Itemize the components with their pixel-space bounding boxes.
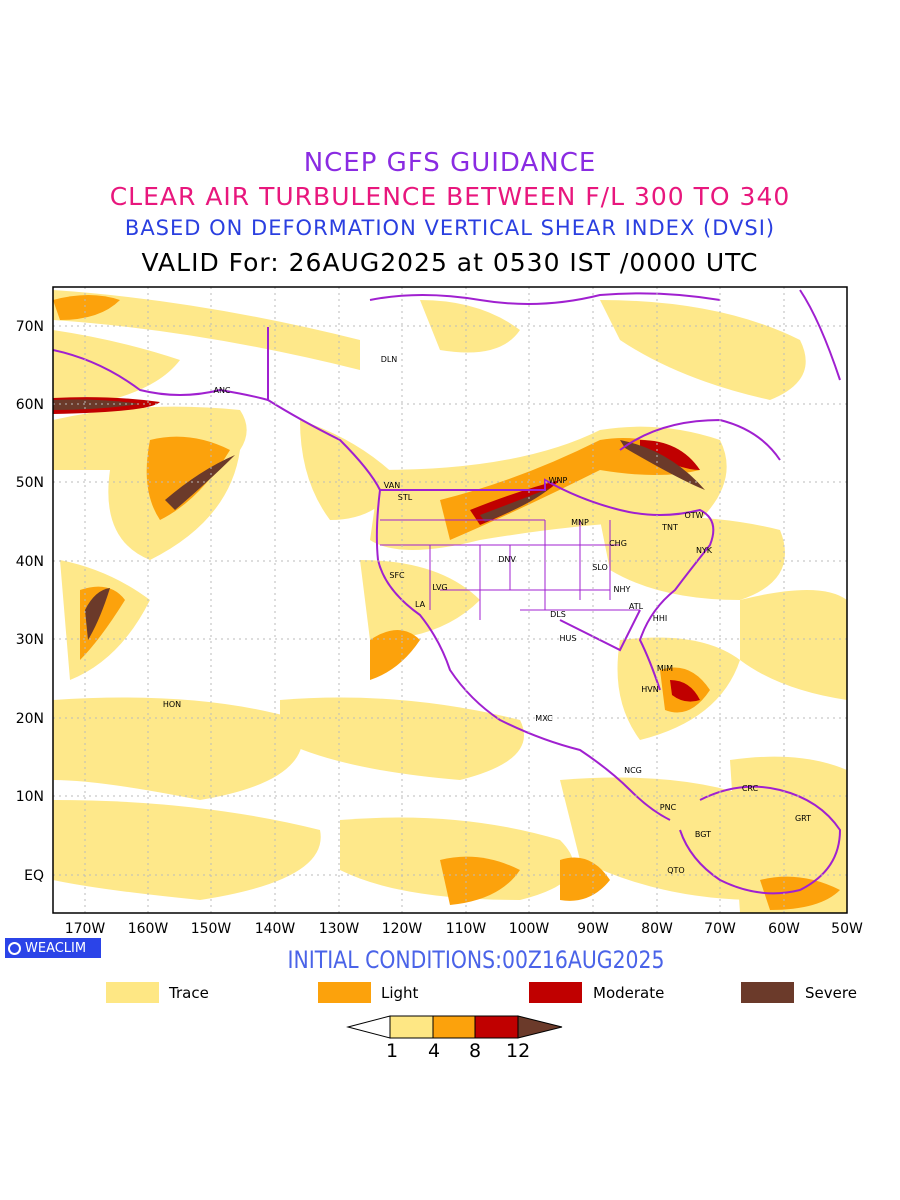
lon-label: 140W [255, 921, 296, 937]
station-label: STL [398, 493, 413, 502]
station-label: SLO [592, 563, 608, 572]
initial-conditions: INITIAL CONDITIONS:00Z16AUG2025 [287, 946, 665, 974]
station-label: ANC [213, 386, 230, 395]
lon-label: 50W [831, 921, 863, 937]
station-label: GRT [795, 814, 811, 823]
station-labels: DLN ANC VAN STL WNP MNP TNT OTW NYK CHG DNV SFC LVG L… [163, 355, 811, 875]
station-label: DLS [550, 610, 566, 619]
station-label: CHG [609, 539, 627, 548]
weaclim-badge: WEACLIM [5, 938, 101, 958]
weaclim-logo-icon [8, 941, 21, 955]
legend-swatch-moderate [529, 982, 582, 1003]
lon-label: 100W [509, 921, 550, 937]
colorbar-trace [389, 1015, 434, 1039]
lat-label: 20N [16, 711, 44, 727]
lon-label: 120W [382, 921, 423, 937]
colorbar-moderate [474, 1015, 519, 1039]
colorbar-high-arrow [517, 1015, 563, 1039]
legend-swatch-trace [106, 982, 159, 1003]
lat-label: 60N [16, 397, 44, 413]
lat-label: 10N [16, 789, 44, 805]
station-label: OTW [684, 511, 703, 520]
colorbar-low-arrow [346, 1015, 391, 1039]
badge-label: WEACLIM [25, 940, 87, 956]
legend-label-trace: Trace [169, 984, 209, 1002]
station-label: NYK [696, 546, 713, 555]
lon-label: 130W [319, 921, 360, 937]
lon-label: 170W [65, 921, 106, 937]
station-label: LA [415, 600, 426, 609]
station-label: HUS [560, 634, 577, 643]
plot-frame [52, 286, 848, 914]
chart-subtitle: CLEAR AIR TURBULENCE BETWEEN F/L 300 TO … [109, 182, 791, 211]
colorbar [346, 1015, 563, 1039]
station-label: TNT [661, 523, 678, 532]
colorbar-tick-8: 8 [469, 1040, 482, 1062]
lat-labels: 70N 60N 50N 40N 30N 20N 10N EQ [16, 319, 44, 884]
station-label: HVN [641, 685, 658, 694]
station-label: MIM [657, 664, 673, 673]
lon-label: 90W [577, 921, 609, 937]
station-label: HON [163, 700, 181, 709]
legend-label-light: Light [381, 984, 419, 1002]
station-label: MXC [535, 714, 553, 723]
lat-label: 70N [16, 319, 44, 335]
station-label: CRC [742, 784, 759, 793]
chart-method: BASED ON DEFORMATION VERTICAL SHEAR INDE… [124, 216, 776, 240]
lon-label: 70W [704, 921, 736, 937]
lon-label: 60W [768, 921, 800, 937]
lat-label: 40N [16, 554, 44, 570]
valid-time: VALID For: 26AUG2025 at 0530 IST /0000 U… [141, 248, 759, 277]
lon-label: 160W [128, 921, 169, 937]
station-label: DLN [381, 355, 398, 364]
station-label: WNP [549, 476, 568, 485]
legend-label-moderate: Moderate [593, 984, 665, 1002]
chart-title: NCEP GFS GUIDANCE [303, 148, 597, 178]
legend-swatch-light [318, 982, 371, 1003]
station-label: LVG [432, 583, 447, 592]
legend-label-severe: Severe [805, 984, 857, 1002]
station-label: ATL [629, 602, 644, 611]
colorbar-light [432, 1015, 476, 1039]
lat-label: 50N [16, 475, 44, 491]
station-label: QTO [667, 866, 684, 875]
lat-label: EQ [24, 868, 44, 884]
lon-label: 150W [191, 921, 232, 937]
colorbar-tick-4: 4 [428, 1040, 441, 1062]
station-label: NCG [624, 766, 642, 775]
lat-label: 30N [16, 632, 44, 648]
lon-label: 110W [446, 921, 487, 937]
station-label: PNC [660, 803, 677, 812]
turbulence-field [53, 287, 847, 913]
colorbar-tick-1: 1 [386, 1040, 399, 1062]
station-label: DNV [498, 555, 516, 564]
lon-labels: 170W 160W 150W 140W 130W 120W 110W 100W 90W 80W 70… [65, 921, 863, 937]
station-label: VAN [384, 481, 400, 490]
lon-label: 80W [641, 921, 673, 937]
colorbar-tick-12: 12 [506, 1040, 531, 1062]
station-label: BGT [695, 830, 711, 839]
legend-swatch-severe [741, 982, 794, 1003]
station-label: MNP [571, 518, 589, 527]
station-label: SFC [389, 571, 405, 580]
station-label: NHY [614, 585, 631, 594]
station-label: HHI [653, 614, 667, 623]
